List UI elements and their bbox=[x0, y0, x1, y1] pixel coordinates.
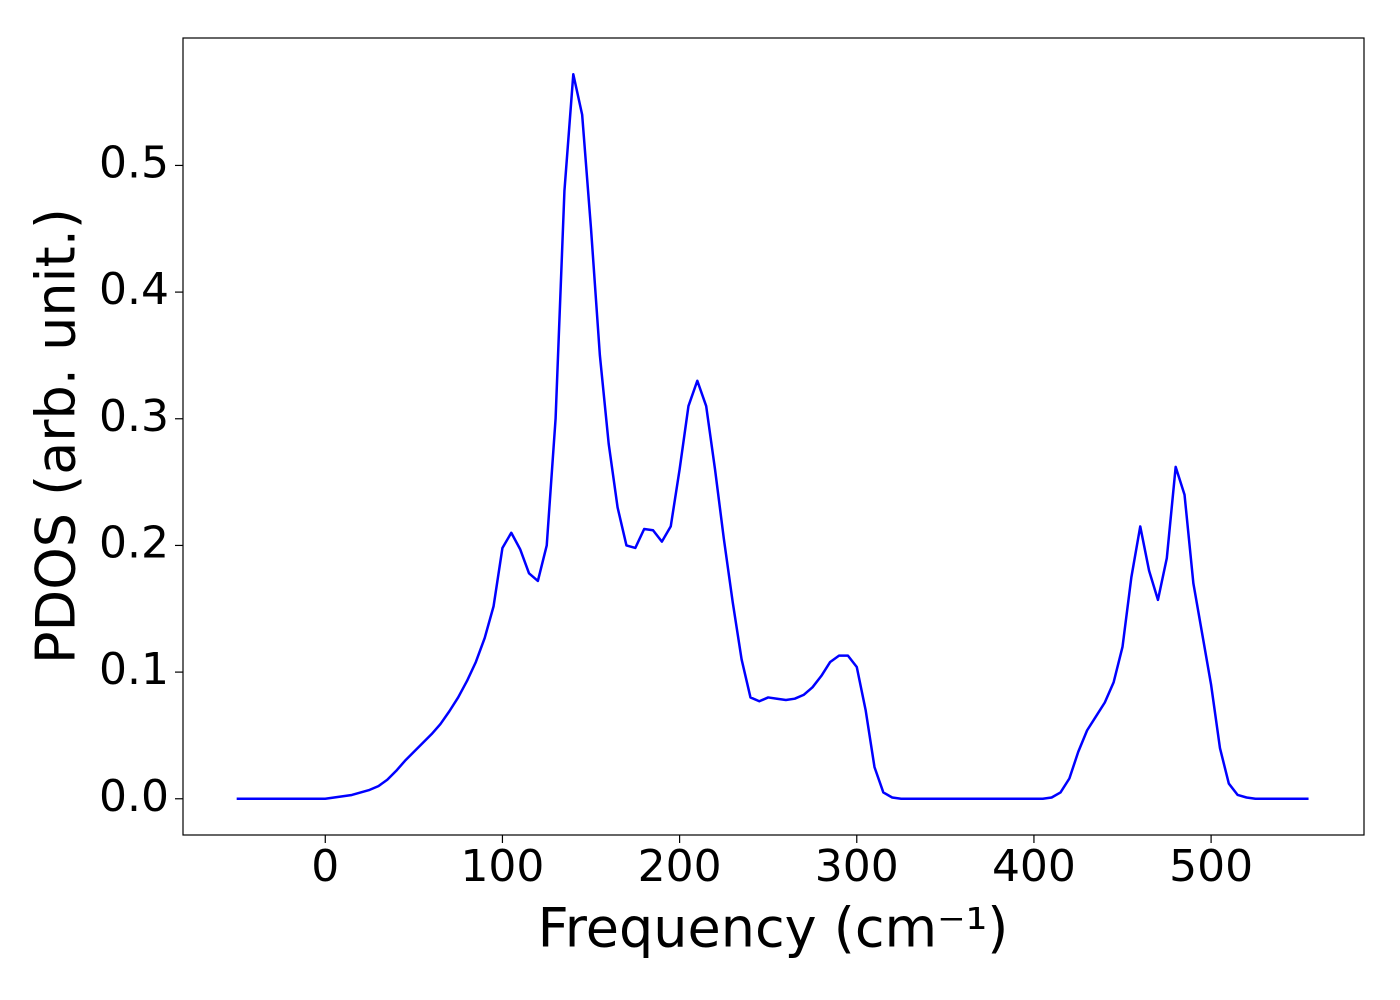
y-tick-label: 0.1 bbox=[99, 644, 169, 695]
x-tick-label: 400 bbox=[992, 841, 1076, 892]
y-tick-label: 0.2 bbox=[99, 517, 169, 568]
plot-frame bbox=[182, 37, 1365, 836]
x-tick-label: 500 bbox=[1169, 841, 1253, 892]
y-axis-label: PDOS (arb. unit.) bbox=[25, 208, 88, 664]
y-tick-label: 0.5 bbox=[99, 137, 169, 188]
x-axis-label: Frequency (cm⁻¹) bbox=[538, 897, 1009, 960]
x-tick-label: 200 bbox=[638, 841, 722, 892]
pdos-line bbox=[236, 72, 1309, 801]
y-tick-label: 0.3 bbox=[99, 391, 169, 442]
x-tick-label: 0 bbox=[311, 841, 339, 892]
y-tick-label: 0.0 bbox=[99, 771, 169, 822]
x-tick-label: 300 bbox=[815, 841, 899, 892]
y-tick-label: 0.4 bbox=[99, 264, 169, 315]
x-tick-label: 100 bbox=[460, 841, 544, 892]
